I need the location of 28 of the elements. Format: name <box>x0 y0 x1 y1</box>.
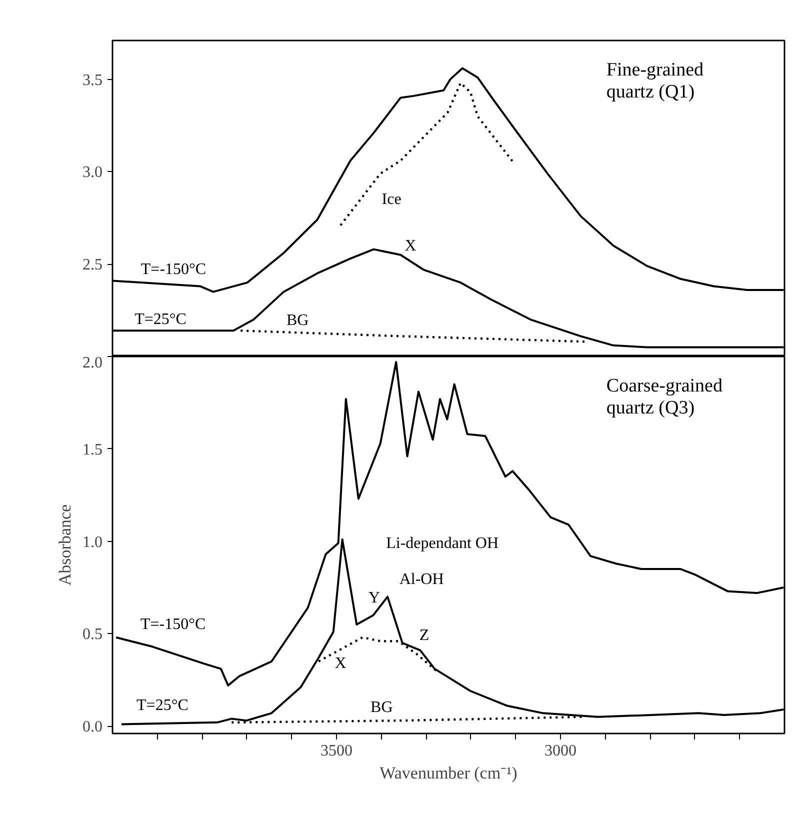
y-tick-label: 0.5 <box>82 626 102 644</box>
annotation: Li-dependant OH <box>386 534 499 552</box>
series-label: X <box>334 654 347 672</box>
text: Coarse-grained quartz (Q3) <box>606 375 723 418</box>
x-axis-title: Wavenumber (cm⁻¹) <box>380 764 518 782</box>
y-tick-label: 1.5 <box>82 441 102 458</box>
y-tick-label: 3.0 <box>82 164 102 182</box>
annotation: Y <box>368 590 380 607</box>
y-axis-title: Absorbance <box>56 504 74 586</box>
text: Fine-grained quartz (Q1) <box>606 59 704 102</box>
y-tick-label: 1.0 <box>82 534 102 551</box>
series-label: T=25°C <box>136 696 188 714</box>
series-label: BG <box>286 312 310 330</box>
y-tick-label: 2.0 <box>82 354 102 372</box>
x-tick-label: 3000 <box>544 742 576 760</box>
y-tick-label: 3.5 <box>82 72 102 89</box>
series-label: T=-150°C <box>140 261 206 278</box>
y-tick-label: 0.0 <box>82 718 102 736</box>
y-tick-label: 2.5 <box>82 256 102 274</box>
x-tick-label: 3500 <box>320 742 352 760</box>
annotation: Z <box>419 626 430 644</box>
legend-label: T=-150°C <box>140 616 206 633</box>
series-label: Ice <box>382 190 402 208</box>
annotation: Al-OH <box>399 571 444 588</box>
annotation: X <box>404 237 417 254</box>
line-series <box>339 82 515 226</box>
series-label: T=25°C <box>134 311 186 328</box>
series-label: BG <box>370 698 394 716</box>
